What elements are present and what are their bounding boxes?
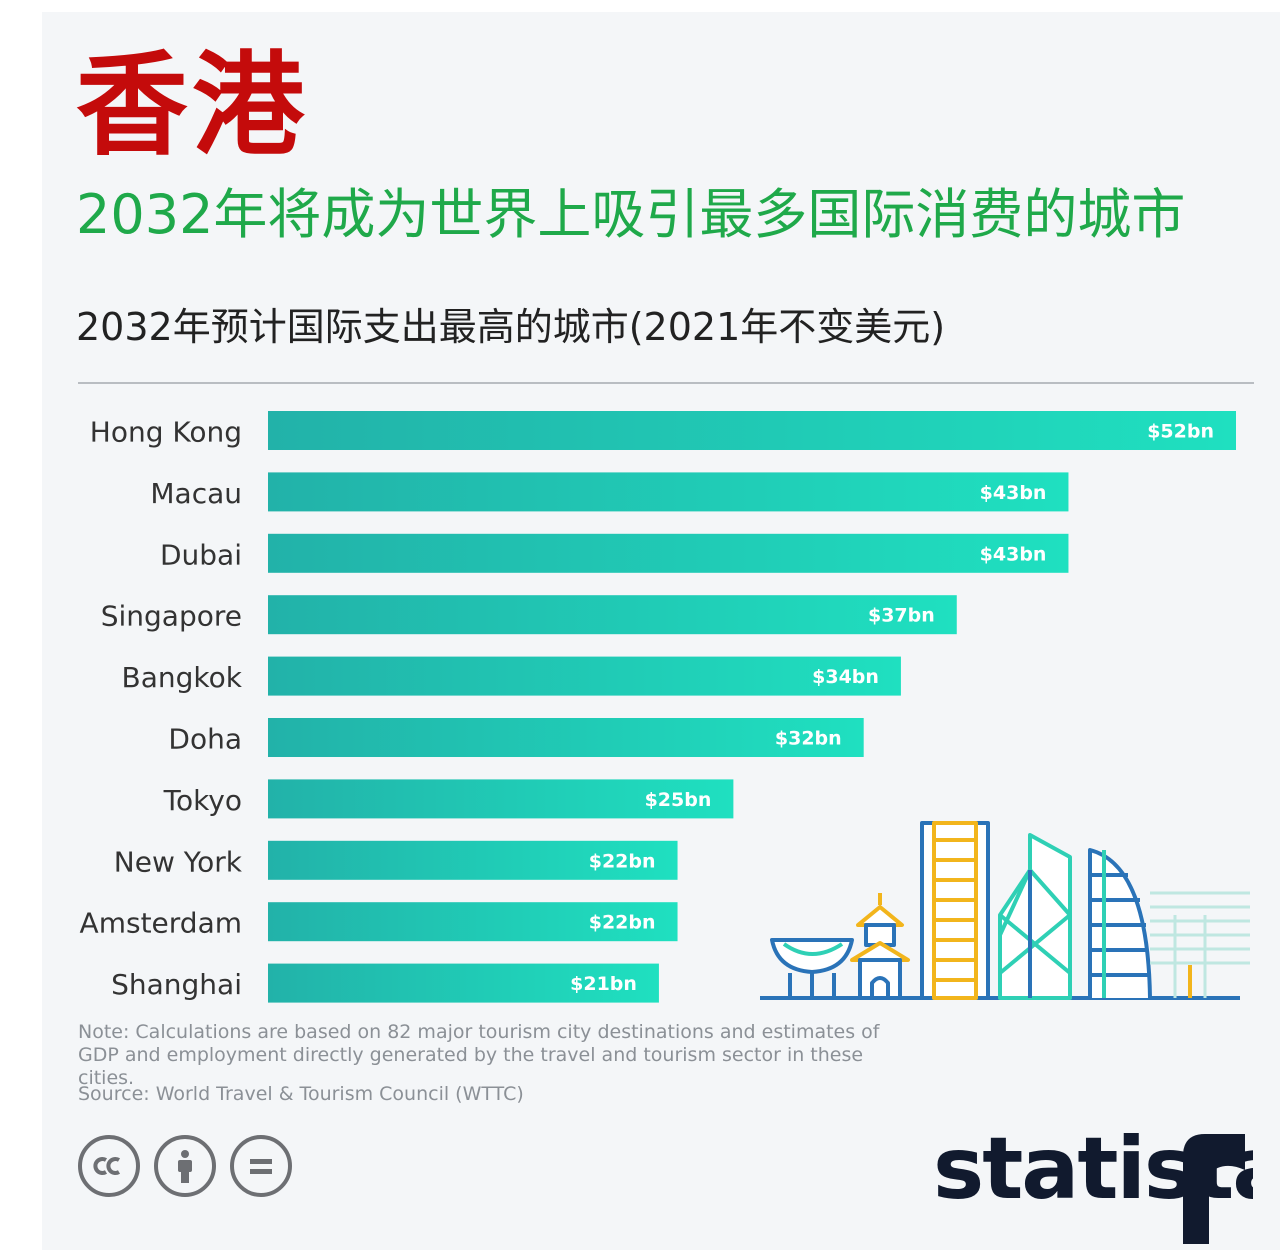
statista-logo: statista	[933, 1124, 1253, 1244]
bar	[268, 840, 678, 880]
page-title: 香港	[76, 41, 308, 171]
city-skyline-illustration	[760, 821, 1250, 1000]
data-label: $25bn	[645, 789, 712, 811]
category-label: Doha	[168, 723, 242, 756]
category-label: Bangkok	[122, 661, 243, 694]
chart-note: Note: Calculations are based on 82 major…	[78, 1021, 880, 1089]
data-label: $34bn	[812, 666, 879, 688]
bar	[268, 963, 659, 1003]
data-label: $52bn	[1147, 421, 1214, 443]
bar	[268, 472, 1069, 512]
no-derivatives-icon[interactable]	[230, 1135, 292, 1197]
bar	[268, 718, 864, 757]
bar	[268, 656, 901, 696]
category-label: Tokyo	[163, 784, 242, 817]
data-label: $21bn	[570, 973, 637, 995]
bar	[268, 533, 1069, 573]
skyline-pagoda	[856, 893, 904, 927]
skyline-tower-yellow	[920, 821, 990, 1000]
attribution-icon[interactable]	[154, 1135, 216, 1197]
license-icons	[78, 1135, 292, 1197]
chart-title: 2032年预计国际支出最高的城市(2021年不变美元)	[76, 305, 946, 349]
chart-divider	[78, 382, 1254, 384]
bar	[268, 779, 734, 819]
statista-logo-icon	[1183, 1134, 1245, 1244]
category-label: Shanghai	[111, 968, 242, 1001]
data-label: $22bn	[589, 850, 656, 872]
bars-group: Hong Kong $52bn Macau $43bn Dubai $43bn Singap…	[80, 411, 1236, 1003]
category-label: Macau	[150, 477, 242, 510]
data-label: $37bn	[868, 605, 935, 627]
category-label: Dubai	[160, 538, 242, 571]
cc-icon[interactable]	[78, 1135, 140, 1197]
category-label: Hong Kong	[90, 416, 242, 449]
category-label: New York	[114, 845, 243, 878]
bar	[268, 411, 1236, 450]
bar	[268, 595, 957, 635]
data-label: $32bn	[775, 728, 842, 750]
bar-chart: Hong Kong $52bn Macau $43bn Dubai $43bn Singap…	[80, 411, 1250, 1003]
data-label: $43bn	[980, 482, 1047, 504]
data-label: $43bn	[980, 543, 1047, 565]
category-label: Amsterdam	[80, 907, 242, 940]
chart-source: Source: World Travel & Tourism Council (…	[78, 1083, 524, 1105]
data-label: $22bn	[589, 912, 656, 934]
bar	[268, 902, 678, 942]
page-subtitle: 2032年将成为世界上吸引最多国际消费的城市	[76, 183, 1186, 246]
category-label: Singapore	[101, 600, 242, 633]
